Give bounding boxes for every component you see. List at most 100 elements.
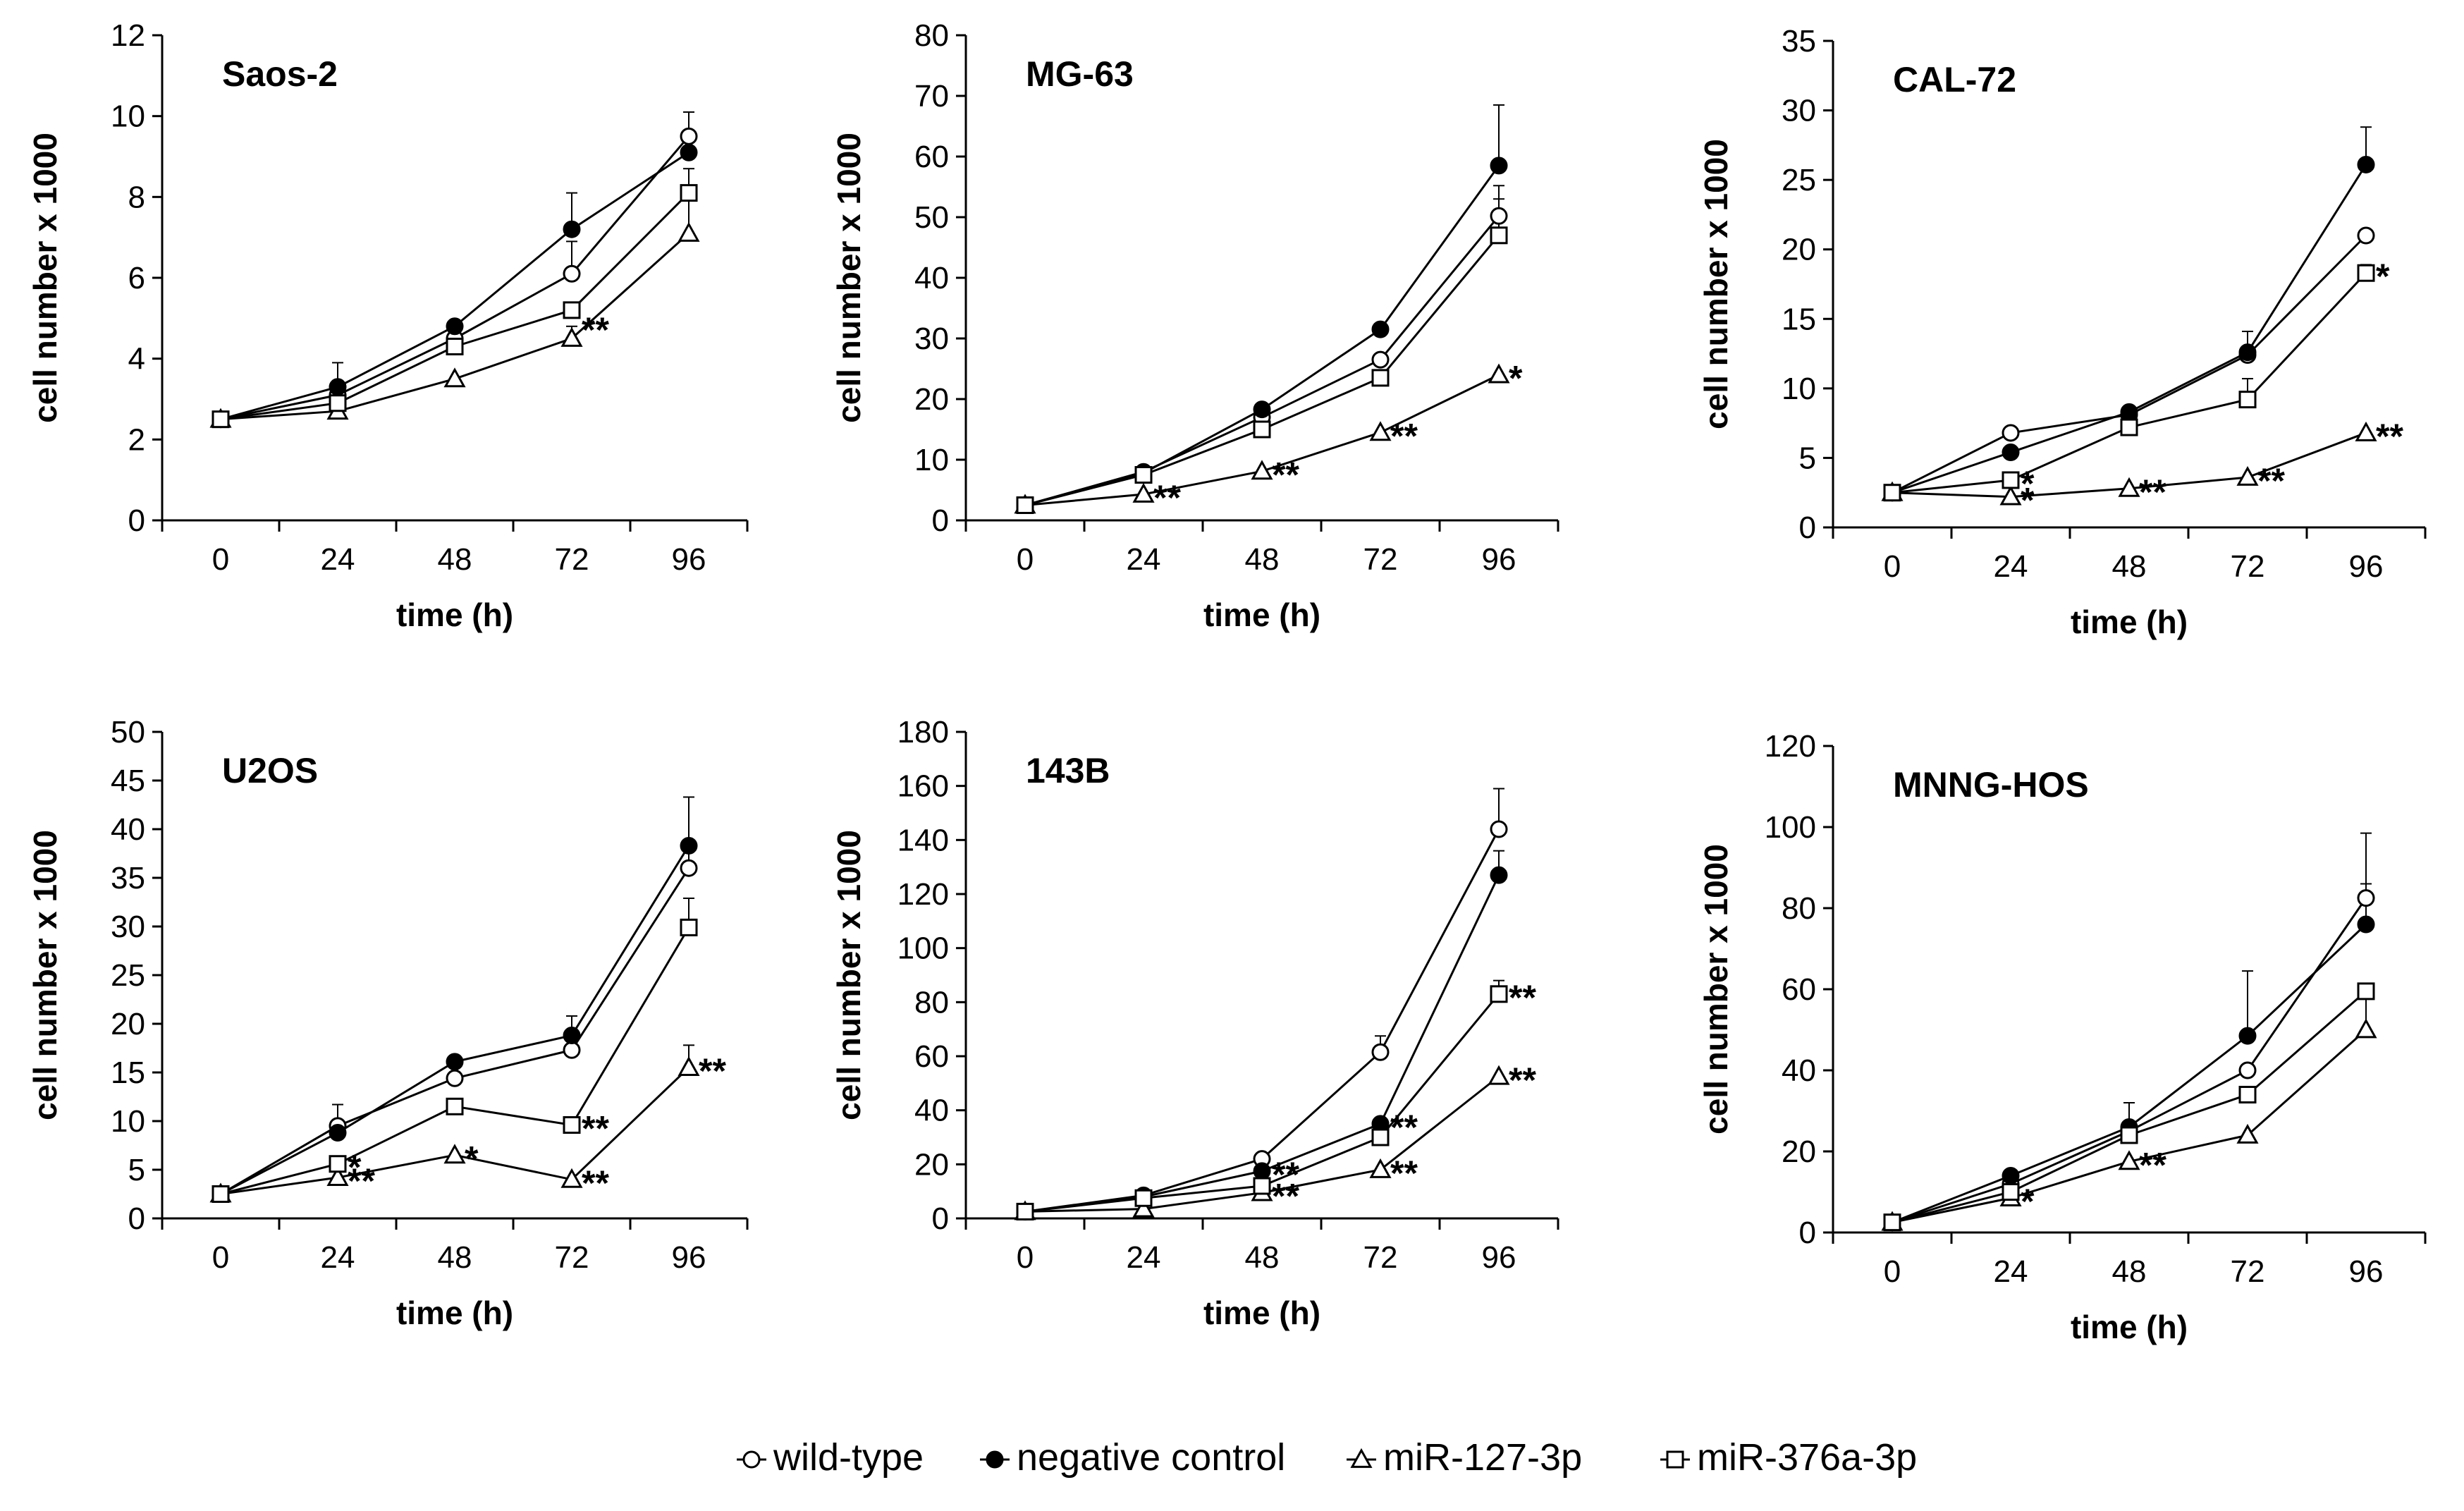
data-point [446,1097,464,1115]
data-point [2238,1027,2257,1045]
y-tick-label: 120 [1765,729,1816,764]
y-tick-label: 50 [111,715,145,750]
x-tick-label: 96 [1482,542,1516,577]
data-point [446,1053,464,1071]
markers-negative-control [1016,157,1508,514]
data-point [678,1056,700,1076]
series-negative-control [1892,126,2372,494]
x-axis-label: time (h) [396,597,513,633]
x-tick-label: 24 [1127,542,1161,577]
y-tick-label: 8 [128,180,145,214]
y-tick-label: 6 [128,261,145,295]
significance-mark: ** [1390,416,1418,455]
data-point [1134,1189,1153,1207]
significance-mark: * [2021,464,2035,503]
significance-mark: * [465,1139,479,1178]
panel-u2os: 0 5 10 15 20 25 30 35 40 45 50 0 24 48 72 96 time (h) cel… [27,715,749,1331]
x-axis-label: time (h) [1203,1295,1320,1331]
legend-label: miR-376a-3p [1697,1436,1917,1479]
x-tick-label: 0 [212,1240,229,1275]
y-axis-label: cell number x 1000 [27,830,63,1120]
x-tick-label: 72 [2231,1254,2265,1289]
data-point [563,301,581,319]
markers-negative-control [1016,866,1508,1221]
markers-negative-control [1883,915,2375,1232]
data-point [1883,484,1901,502]
markers-wild-type [1883,889,2375,1232]
x-tick-label: 48 [438,542,472,577]
y-tick-label: 40 [1782,1053,1816,1088]
data-point [1253,420,1271,439]
data-point [2357,889,2375,907]
data-point [2357,226,2375,245]
legend-item-negative-control: negative control [980,1436,1285,1479]
x-tick-label: 72 [2231,549,2265,584]
y-tick-label: 20 [914,1147,949,1182]
y-tick-label: 25 [111,958,145,993]
markers-mir-376a-3p [1883,982,2375,1232]
markers-mir-376a-3p [1883,264,2375,502]
data-point [1883,1213,1901,1232]
markers-mir-376a-3p [212,918,698,1203]
series-line [1892,897,2367,1224]
y-tick-label: 20 [111,1007,145,1041]
series-line [220,845,690,1195]
significance-mark: ** [1509,978,1536,1017]
data-point [1371,1128,1390,1146]
y-tick-label: 30 [1782,94,1816,128]
y-axis-label: cell number x 1000 [27,133,63,423]
y-tick-label: 35 [1782,24,1816,59]
legend-label: miR-127-3p [1383,1436,1582,1479]
data-point [1371,350,1390,369]
data-point [2238,391,2257,409]
data-point [2357,155,2375,173]
data-point [329,378,347,396]
y-tick-label: 15 [111,1056,145,1090]
significance-mark: ** [1390,1108,1418,1147]
markers-mir-376a-3p [1016,226,1508,514]
y-tick-label: 30 [111,910,145,944]
panel-title: MNNG-HOS [1893,765,2089,805]
significance-mark: ** [2139,1145,2166,1185]
legend-item-mir-376a-3p: miR-376a-3p [1660,1436,1917,1479]
markers-mir-127-3p [1014,363,1510,514]
data-point [212,410,230,429]
data-point [2120,1126,2138,1144]
data-point [1251,460,1273,480]
data-point [1016,496,1034,514]
series-wild-type [1024,788,1504,1213]
legend: wild-type negative control miR-127-3p miR-3… [737,1436,1917,1479]
data-point [1253,1162,1271,1180]
panel-title: 143B [1026,751,1110,790]
data-point [2236,1123,2259,1144]
x-tick-label: 48 [1245,1240,1280,1275]
data-point [680,859,698,877]
data-point [1253,1177,1271,1195]
data-point [1369,421,1392,441]
x-tick-label: 96 [2349,549,2384,584]
data-point [2238,1086,2257,1103]
data-point [2355,1018,2377,1039]
data-point [446,337,464,355]
x-tick-label: 24 [1994,1254,2028,1289]
y-tick-label: 10 [1782,372,1816,406]
y-tick-label: 100 [897,931,949,966]
significance-mark: ** [1272,1155,1299,1194]
series-mir-376a-3p [1024,198,1504,506]
data-point [2120,403,2138,421]
data-point [1369,1158,1392,1178]
series-negative-control [1024,104,1504,506]
legend-item-mir-127-3p: miR-127-3p [1347,1436,1582,1479]
data-point [563,1027,581,1045]
y-tick-label: 5 [1799,441,1816,475]
data-point [2002,424,2020,442]
data-point [2355,421,2377,441]
data-point [1488,1065,1510,1085]
x-tick-label: 72 [1363,1240,1398,1275]
data-point [563,1041,581,1059]
y-tick-label: 60 [1782,972,1816,1007]
y-tick-label: 60 [914,140,949,174]
y-tick-label: 0 [1799,1216,1816,1250]
legend-label: wild-type [773,1436,924,1479]
